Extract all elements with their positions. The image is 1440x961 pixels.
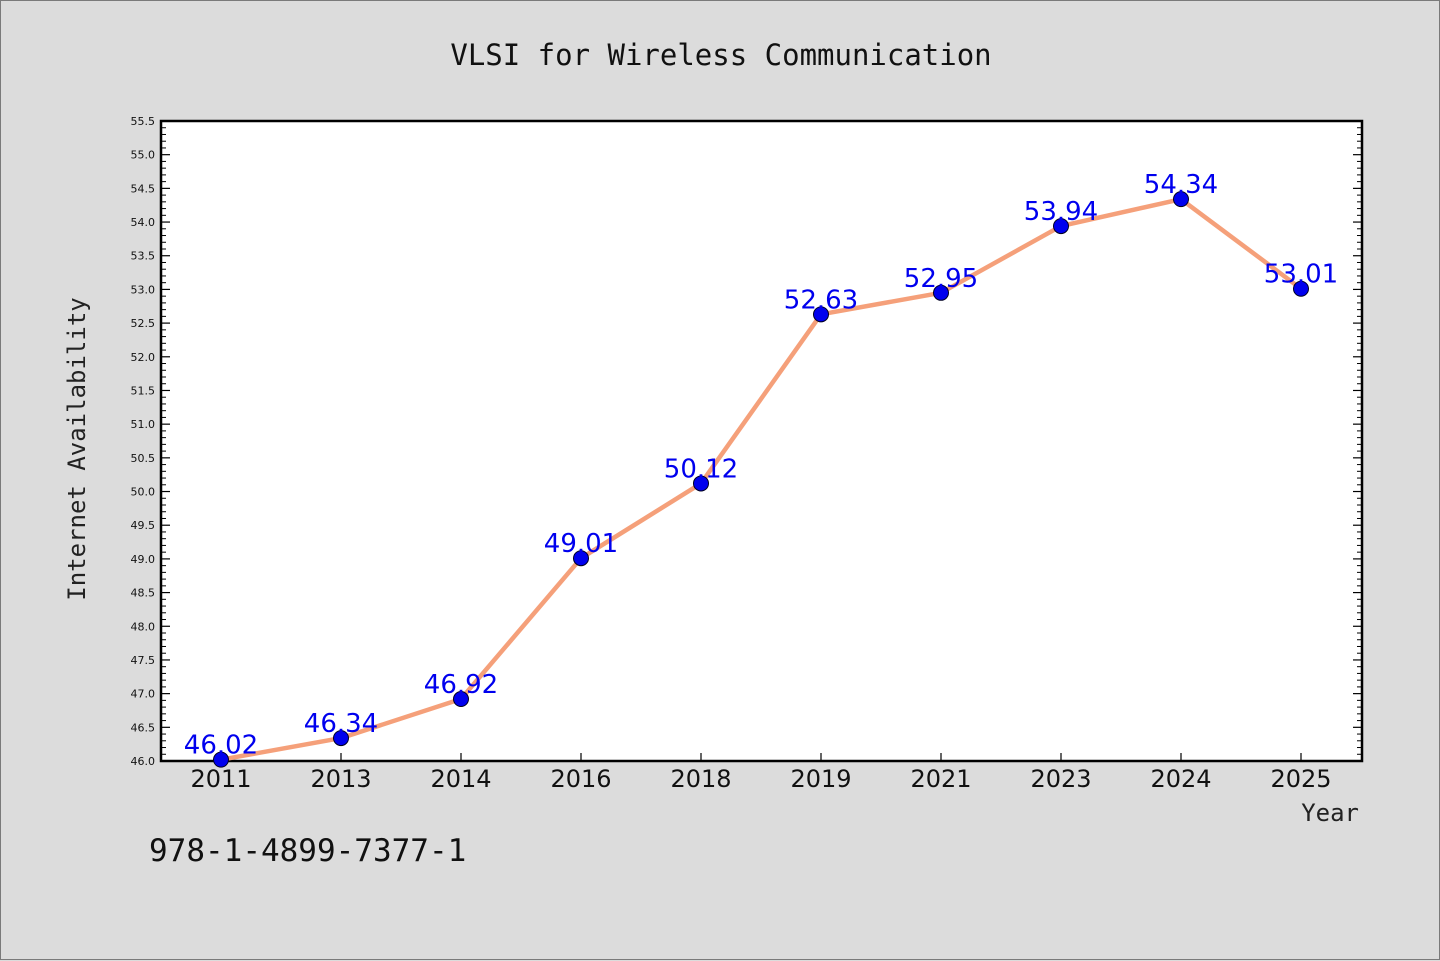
data-point	[573, 550, 589, 567]
data-point	[813, 306, 829, 323]
data-label: 50.12	[664, 454, 738, 484]
plot-area	[159, 119, 1364, 763]
data-point	[213, 751, 229, 768]
y-tick-label: 50.0	[131, 486, 156, 499]
y-tick-label: 51.5	[131, 384, 156, 397]
y-tick-label: 49.5	[131, 519, 156, 532]
data-label: 52.63	[784, 285, 858, 315]
y-tick-label: 51.0	[131, 418, 156, 431]
data-point	[1053, 218, 1069, 235]
x-tick-label: 2025	[1270, 765, 1331, 793]
data-label: 46.34	[304, 709, 378, 739]
y-tick-label: 54.5	[131, 182, 156, 195]
y-tick-label: 54.0	[131, 216, 156, 229]
x-tick-label: 2011	[190, 765, 251, 793]
data-label: 54.34	[1144, 170, 1218, 200]
data-point	[933, 284, 949, 301]
y-tick-label: 47.0	[131, 688, 156, 701]
x-axis-label: Year	[1301, 799, 1359, 827]
x-tick-label: 2016	[550, 765, 611, 793]
x-axis: 2011 2013 2014 2016 2018 2019 2021 2023 2024 2025	[190, 753, 1332, 793]
data-label: 46.92	[424, 670, 498, 700]
y-tick-label: 52.0	[131, 351, 156, 364]
y-tick-label: 53.5	[131, 250, 156, 263]
y-tick-label: 48.5	[131, 587, 156, 600]
y-tick-label: 55.5	[131, 115, 156, 128]
series-line	[220, 196, 1303, 762]
data-label: 53.01	[1264, 260, 1338, 290]
data-label: 53.94	[1024, 197, 1098, 227]
x-tick-label: 2013	[310, 765, 371, 793]
data-label: 52.95	[904, 264, 978, 294]
x-tick-label: 2023	[1030, 765, 1091, 793]
y-tick-label: 48.0	[131, 620, 156, 633]
y-tick-label: 46.5	[131, 721, 156, 734]
data-label: 49.01	[544, 529, 618, 559]
y-tick-label: 46.0	[131, 755, 156, 768]
y-tick-label: 50.5	[131, 452, 156, 465]
data-point	[693, 475, 709, 492]
data-point	[1293, 280, 1309, 297]
y-tick-label: 52.5	[131, 317, 156, 330]
x-tick-label: 2021	[910, 765, 971, 793]
y-tick-label: 47.5	[131, 654, 156, 667]
data-point	[453, 691, 469, 708]
isbn-footnote: 978-1-4899-7377-1	[149, 833, 467, 869]
data-point	[1173, 191, 1189, 208]
y-tick-label: 55.0	[131, 149, 156, 162]
y-axis: 46.0 46.5 47.0 47.5 48.0 48.5 49.0 49.5 50.0 50.5…	[131, 115, 1362, 768]
series: 46.02 46.34 46.92 49.01 50.12 52.63 52.95 53.94…	[184, 170, 1338, 768]
x-tick-label: 2018	[670, 765, 731, 793]
y-tick-label: 53.0	[131, 283, 156, 296]
y-tick-label: 49.0	[131, 553, 156, 566]
data-point	[333, 730, 349, 747]
data-label: 46.02	[184, 731, 258, 761]
x-tick-label: 2024	[1150, 765, 1211, 793]
x-tick-label: 2014	[430, 765, 491, 793]
chart-title: VLSI for Wireless Communication	[450, 38, 991, 72]
y-axis-label: Internet Availability	[63, 297, 91, 600]
x-tick-label: 2019	[790, 765, 851, 793]
